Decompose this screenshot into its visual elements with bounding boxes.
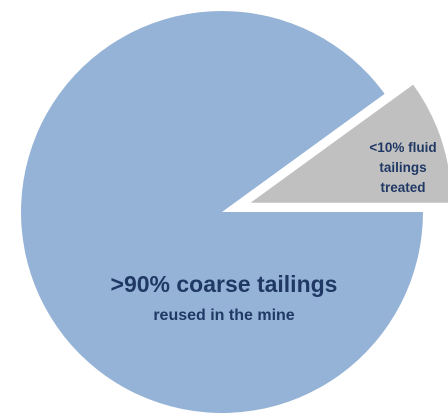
slice-label-fluid-tailings-line2: tailings	[379, 160, 426, 175]
pie-slice-coarse-tailings	[20, 11, 424, 414]
pie-slice-fluid-tailings	[250, 84, 448, 203]
slice-label-fluid-tailings-line1: <10% fluid	[369, 140, 436, 155]
slice-sublabel-coarse-tailings: reused in the mine	[153, 307, 294, 324]
slice-label-fluid-tailings-line3: treated	[380, 180, 425, 195]
slice-label-coarse-tailings: >90% coarse tailings	[111, 271, 338, 297]
